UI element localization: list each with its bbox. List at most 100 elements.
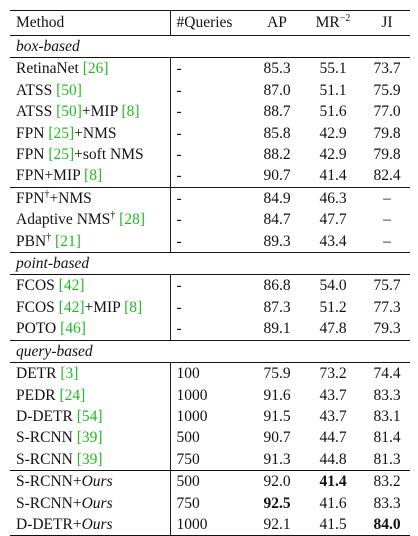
method-cell: S-RCNN [39] [16,429,103,447]
ji-cell: 79.3 [373,320,401,338]
table-row: DETR [3] 100 75.9 73.2 74.4 [10,362,410,385]
ap-cell: 90.7 [263,167,291,185]
header-ji: JI [364,10,410,36]
ji-cell: 81.4 [373,429,401,447]
ap-cell: 92.1 [252,513,302,536]
ji-cell: – [364,186,410,210]
method-cell: PEDR [24] [16,386,86,404]
table-row: PEDR [24] 1000 91.6 43.7 83.3 [10,384,410,406]
ap-cell: 91.6 [263,386,291,404]
ap-cell: 85.8 [263,124,291,142]
ji-cell: 79.8 [373,146,401,164]
mr-cell: 54.0 [319,277,347,295]
header-mr-sup: −2 [339,12,351,24]
ap-cell: 89.1 [263,320,291,338]
mr-cell: 42.9 [319,124,347,142]
section-label-point: point-based [10,252,410,276]
section-row-box: box-based [10,34,410,59]
mr-cell: 42.9 [319,146,347,164]
ap-cell: 87.3 [263,298,291,316]
ji-cell: 83.3 [373,494,401,512]
table-row-ours: S-RCNN+Ours 750 92.5 41.6 83.3 [10,492,410,514]
mr-cell: 73.2 [319,365,347,383]
method-cell: ATSS [50]+MIP [8] [16,103,140,121]
mr-cell: 47.7 [319,211,347,229]
queries-cell: 1000 [169,384,252,406]
queries-cell: 1000 [169,405,252,428]
queries-cell: - [169,230,252,253]
method-cell: S-RCNN [39] [16,450,103,468]
ap-cell: 84.9 [252,186,302,210]
ji-cell: 75.7 [373,277,401,295]
mr-cell: 46.3 [302,186,364,210]
table-row-ours: D-DETR+Ours 1000 92.1 41.5 84.0 [10,513,410,536]
queries-cell: 500 [169,470,252,493]
method-cell: PBN† [21] [16,231,81,250]
mr-cell: 55.1 [319,60,347,78]
method-cell: DETR [3] [16,365,79,383]
method-cell: FPN†+NMS [10,186,170,210]
ap-cell: 91.5 [263,407,291,425]
ji-cell: – [383,232,391,250]
table-row: S-RCNN [39] 750 91.3 44.8 81.3 [10,448,410,471]
ap-cell: 85.3 [263,60,291,78]
table-row: RetinaNet [26] - 85.3 55.1 73.7 [10,57,410,80]
header-queries: #Queries [169,10,252,36]
ap-cell: 88.2 [263,146,291,164]
ji-cell: 77.3 [373,298,401,316]
ap-cell: 92.0 [252,470,302,493]
mr-cell: 47.8 [319,320,347,338]
mr-cell: 51.2 [319,298,347,316]
ap-cell: 84.7 [263,211,291,229]
table-row-ours: S-RCNN+Ours 500 92.0 41.4 83.2 [10,470,410,493]
table-row: PBN† [21] - 89.3 43.4 – [10,230,410,253]
mr-cell: 51.1 [319,81,347,99]
mr-cell: 43.7 [319,407,347,425]
ji-cell: 75.9 [373,81,401,99]
table-row: ATSS [50]+MIP [8] - 88.7 51.6 77.0 [10,101,410,123]
header-mr: MR−2 [302,10,364,36]
table-row: FPN+MIP [8] - 90.7 41.4 82.4 [10,165,410,188]
ji-cell: 83.2 [364,470,410,493]
mr-cell: 41.4 [319,167,347,185]
queries-cell: - [169,57,252,80]
method-cell: D-DETR+Ours [10,513,170,536]
method-cell: FPN [25]+soft NMS [16,146,144,164]
table-row: S-RCNN [39] 500 90.7 44.7 81.4 [10,427,410,449]
method-cell: Adaptive NMS† [28] [16,210,145,229]
ap-cell: 87.0 [263,81,291,99]
queries-cell: - [169,79,252,102]
ap-cell: 89.3 [263,232,291,250]
mr-cell: 44.7 [319,429,347,447]
method-cell: RetinaNet [26] [16,60,109,78]
method-cell: D-DETR [54] [16,407,103,425]
queries-cell: - [169,165,252,188]
mr-cell: 44.8 [319,450,347,468]
table-row: FPN [25]+NMS - 85.8 42.9 79.8 [10,122,410,145]
method-cell: POTO [46] [16,320,86,338]
queries-cell: 750 [169,492,252,514]
table-row: D-DETR [54] 1000 91.5 43.7 83.1 [10,405,410,428]
queries-cell: - [169,318,252,341]
header-row: Method #Queries AP MR−2 JI [10,10,410,36]
ap-cell: 86.8 [263,277,291,295]
results-table: Method #Queries AP MR−2 JI box-based Ret… [10,10,410,536]
table-row: FPN†+NMS - 84.9 46.3 – [10,186,410,210]
queries-cell: - [169,296,252,319]
section-label-box: box-based [10,34,410,59]
ji-cell-best: 84.0 [364,513,410,536]
ji-cell: 73.7 [373,60,401,78]
header-mr-label: MR [315,14,340,31]
queries-cell: - [169,209,252,231]
table-row: FCOS [42] - 86.8 54.0 75.7 [10,274,410,297]
table-row: FPN [25]+soft NMS - 88.2 42.9 79.8 [10,144,410,166]
method-cell: ATSS [50] [16,81,82,99]
queries-cell: - [169,186,252,210]
queries-cell: - [169,274,252,297]
ji-cell: 74.4 [373,365,401,383]
table-row: FCOS [42]+MIP [8] - 87.3 51.2 77.3 [10,296,410,319]
ji-cell: 83.1 [373,407,401,425]
ap-cell: 90.7 [263,429,291,447]
mr-cell: 43.4 [319,232,347,250]
queries-cell: 500 [169,427,252,449]
